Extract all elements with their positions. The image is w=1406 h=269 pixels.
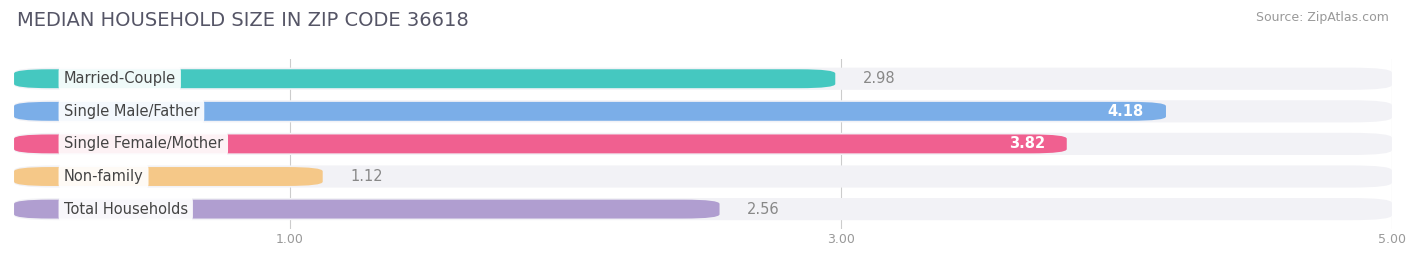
FancyBboxPatch shape [14,134,1067,153]
FancyBboxPatch shape [14,68,1392,90]
Text: 1.12: 1.12 [350,169,382,184]
Text: Source: ZipAtlas.com: Source: ZipAtlas.com [1256,11,1389,24]
FancyBboxPatch shape [14,133,1392,155]
Text: Single Male/Father: Single Male/Father [63,104,200,119]
Text: 2.56: 2.56 [747,201,780,217]
FancyBboxPatch shape [14,165,1392,187]
FancyBboxPatch shape [14,167,323,186]
Text: Single Female/Mother: Single Female/Mother [63,136,224,151]
FancyBboxPatch shape [14,198,1392,220]
FancyBboxPatch shape [14,200,720,218]
Text: MEDIAN HOUSEHOLD SIZE IN ZIP CODE 36618: MEDIAN HOUSEHOLD SIZE IN ZIP CODE 36618 [17,11,468,30]
FancyBboxPatch shape [14,100,1392,122]
Text: Total Households: Total Households [63,201,188,217]
FancyBboxPatch shape [14,102,1166,121]
FancyBboxPatch shape [14,69,835,88]
Text: 3.82: 3.82 [1008,136,1045,151]
Text: Married-Couple: Married-Couple [63,71,176,86]
Text: 2.98: 2.98 [863,71,896,86]
Text: Non-family: Non-family [63,169,143,184]
Text: 4.18: 4.18 [1108,104,1144,119]
